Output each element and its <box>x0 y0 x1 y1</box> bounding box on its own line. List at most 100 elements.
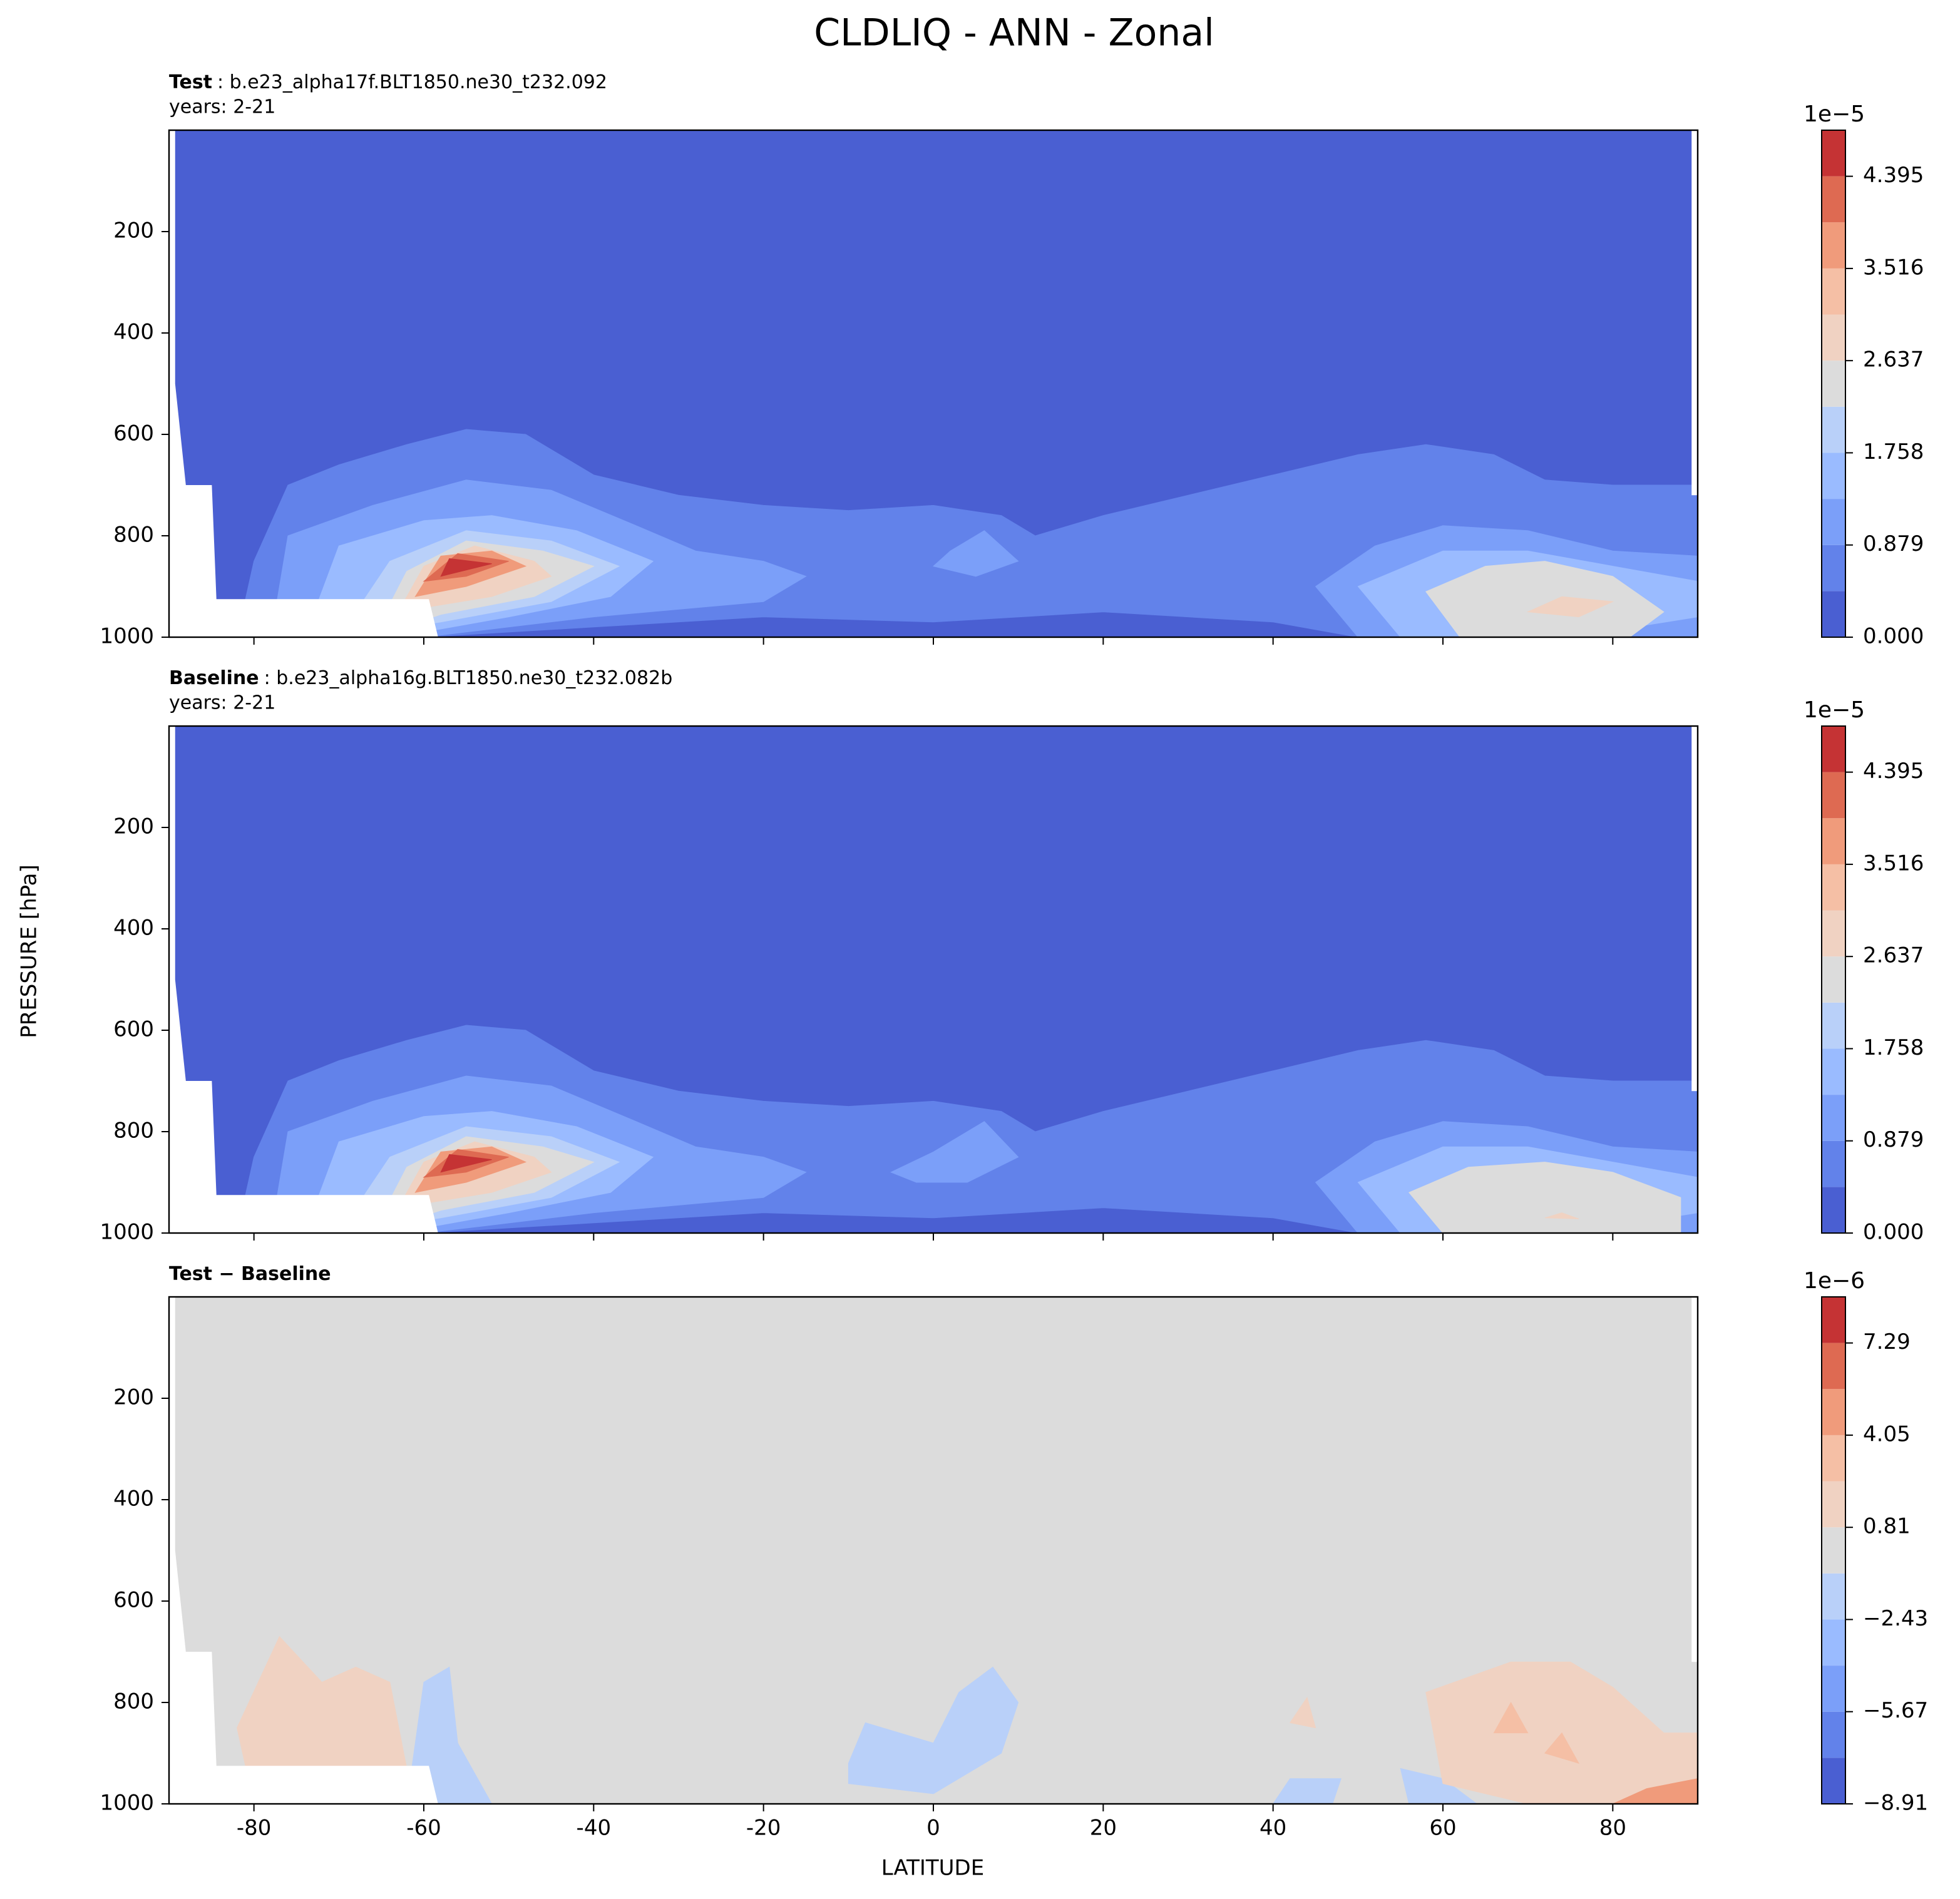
y-axis-label: PRESSURE [hPa] <box>17 864 42 1038</box>
contour-region <box>848 1666 1019 1794</box>
panel-title-label: Test <box>169 71 212 93</box>
missing-mask <box>1691 1297 1698 1662</box>
x-tick-label: 80 <box>1599 1816 1626 1841</box>
colorbar-band <box>1822 314 1845 361</box>
colorbar-tick-label: −8.91 <box>1863 1791 1928 1816</box>
panel-title: Test: b.e23_alpha17f.BLT1850.ne30_t232.0… <box>169 71 607 93</box>
colorbar-frame <box>1821 130 1846 638</box>
contour-region <box>1544 1732 1580 1764</box>
colorbar-band <box>1822 1619 1845 1666</box>
missing-mask <box>169 1297 438 1804</box>
colorbar-band <box>1822 1002 1845 1049</box>
colorbar-tick-label: −2.43 <box>1863 1606 1928 1631</box>
colorbar-tick-label: 0.000 <box>1863 624 1924 649</box>
colorbar-tick-label: 2.637 <box>1863 943 1924 968</box>
y-tick-label: 200 <box>113 218 154 243</box>
colorbar-band <box>1822 956 1845 1003</box>
colorbar-band <box>1822 1389 1845 1435</box>
missing-mask <box>1691 130 1698 496</box>
colorbar-tick-label: 1.758 <box>1863 1035 1924 1060</box>
colorbar-band <box>1822 1343 1845 1390</box>
colorbar-tick-label: 4.05 <box>1863 1421 1911 1446</box>
colorbar-band <box>1822 864 1845 911</box>
contour-region <box>1493 1701 1529 1734</box>
colorbar-band <box>1822 545 1845 591</box>
y-tick-label: 1000 <box>100 1791 154 1816</box>
panel-title: Baseline: b.e23_alpha16g.BLT1850.ne30_t2… <box>169 667 672 689</box>
colorbar-band <box>1822 1140 1845 1187</box>
panel: 200 400 600 800 1000 Baseline: b.e23_alpha16g… <box>100 667 1924 1245</box>
x-tick-label: -20 <box>746 1816 781 1841</box>
colorbar-band <box>1822 453 1845 499</box>
colorbar-tick-label: 3.516 <box>1863 255 1924 280</box>
colorbar-band <box>1822 772 1845 819</box>
y-tick-label: 400 <box>113 916 154 941</box>
x-tick-label: 40 <box>1260 1816 1286 1841</box>
colorbar-tick-label: −5.67 <box>1863 1698 1928 1723</box>
colorbar-tick-label: 2.637 <box>1863 347 1924 372</box>
y-tick-label: 600 <box>113 421 154 446</box>
y-tick-label: 1000 <box>100 1220 154 1245</box>
missing-mask <box>1691 726 1698 1092</box>
colorbar-band <box>1822 1095 1845 1141</box>
colorbar-band <box>1822 1187 1845 1233</box>
colorbar-band <box>1822 1435 1845 1482</box>
contour-region <box>1544 1212 1579 1219</box>
contours <box>169 1297 1698 1804</box>
panel-years: years: 2-21 <box>169 692 275 714</box>
colorbar-band <box>1822 818 1845 864</box>
x-tick-label: 0 <box>926 1816 940 1841</box>
panel-subtitle: : b.e23_alpha17f.BLT1850.ne30_t232.092 <box>217 71 607 93</box>
colorbar-band <box>1822 910 1845 957</box>
colorbar-band <box>1822 222 1845 269</box>
colorbar-tick-label: 0.879 <box>1863 531 1924 556</box>
colorbar-frame <box>1821 725 1846 1234</box>
colorbar-band <box>1822 406 1845 453</box>
x-tick-label: -80 <box>237 1816 272 1841</box>
contour-region <box>1289 1696 1316 1729</box>
colorbar-tick-label: 0.879 <box>1863 1127 1924 1152</box>
panel-title-label: Test − Baseline <box>169 1263 331 1285</box>
x-tick-label: 60 <box>1429 1816 1456 1841</box>
missing-mask <box>169 130 438 637</box>
y-tick-label: 400 <box>113 320 154 345</box>
contour-region <box>932 530 1019 577</box>
colorbar-tick-label: 4.395 <box>1863 759 1924 784</box>
y-tick-label: 800 <box>113 523 154 548</box>
colorbar-tick-label: 7.29 <box>1863 1329 1911 1354</box>
panel-title-label: Baseline <box>169 667 259 689</box>
colorbar-tick-label: 0.81 <box>1863 1514 1911 1539</box>
y-tick-label: 600 <box>113 1017 154 1042</box>
contour-region <box>1272 1778 1342 1804</box>
y-tick-label: 400 <box>113 1487 154 1512</box>
contour-region <box>169 1297 1698 1804</box>
y-tick-label: 1000 <box>100 624 154 649</box>
y-tick-label: 200 <box>113 814 154 839</box>
contour-region <box>1526 596 1614 618</box>
colorbar-band <box>1822 1711 1845 1758</box>
colorbar-band <box>1822 1297 1845 1343</box>
panel-title: Test − Baseline <box>169 1263 331 1285</box>
colorbar-band <box>1822 1666 1845 1712</box>
colorbar-band <box>1822 591 1845 637</box>
colorbar-band <box>1822 361 1845 407</box>
contour-region <box>440 558 492 577</box>
x-tick-label: -60 <box>406 1816 441 1841</box>
colorbar-band <box>1822 1758 1845 1804</box>
colorbar-band <box>1822 130 1845 177</box>
colorbar-band <box>1822 176 1845 223</box>
colorbar-band <box>1822 1481 1845 1528</box>
y-tick-label: 600 <box>113 1588 154 1613</box>
contour-region <box>890 1121 1019 1183</box>
colorbar-offset: 1e−5 <box>1804 101 1865 127</box>
contour-region <box>1613 1778 1698 1804</box>
contour-region <box>440 1154 492 1173</box>
colorbar-tick-label: 3.516 <box>1863 851 1924 876</box>
x-axis-label: LATITUDE <box>881 1856 984 1881</box>
colorbar-band <box>1822 1048 1845 1095</box>
panel: 200 400 600 800 1000 -80 -60 -40 -20 0 20 40 60 80 Tes… <box>100 1263 1928 1841</box>
contours <box>169 130 1698 637</box>
y-tick-label: 200 <box>113 1385 154 1410</box>
contour-region <box>1408 1162 1681 1233</box>
